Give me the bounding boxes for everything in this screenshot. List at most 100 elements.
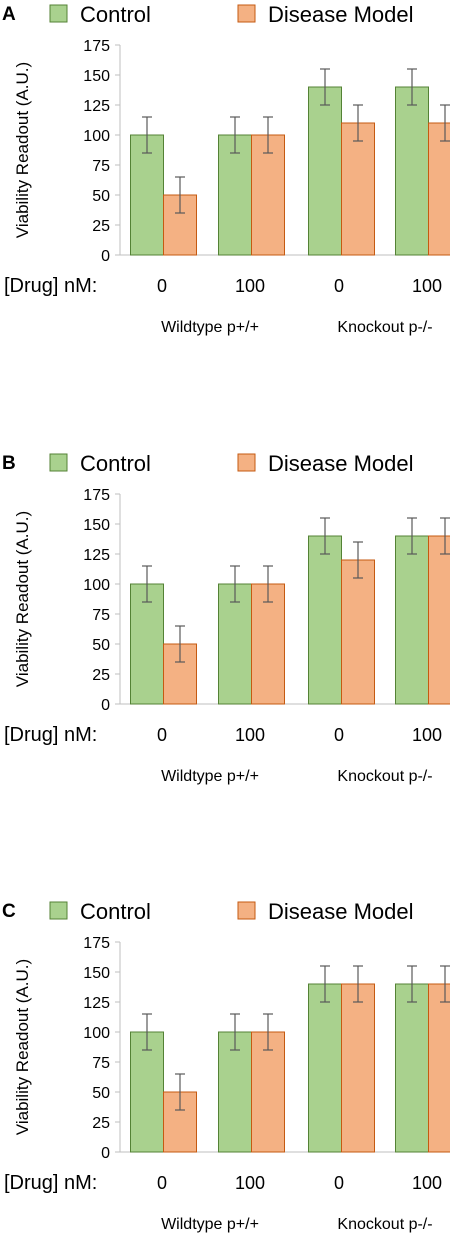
error-bar xyxy=(263,565,273,603)
y-tick-label: 50 xyxy=(92,637,110,654)
bar-disease-model-2 xyxy=(251,583,285,705)
x-category-label: 100 xyxy=(412,1173,442,1193)
legend-swatch-control xyxy=(49,453,68,472)
bar-disease-model-2 xyxy=(251,1031,285,1153)
y-axis-title: Viability Readout (A.U.) xyxy=(13,959,32,1135)
bar-disease-model-4 xyxy=(428,983,450,1153)
y-tick-label: 125 xyxy=(83,995,110,1012)
panel-letter: A xyxy=(2,4,16,25)
chart-panel-c: C Control Disease Model 0 25 50 75 100 125 150 175… xyxy=(2,899,450,1233)
y-tick-label: 100 xyxy=(83,128,110,145)
legend-swatch-control xyxy=(49,901,68,920)
x-category-label: 100 xyxy=(235,725,265,745)
group-label: Wildtype p+/+ xyxy=(161,319,259,336)
x-category-label: 0 xyxy=(157,725,167,745)
group-label: Wildtype p+/+ xyxy=(161,1216,259,1233)
y-tick-label: 50 xyxy=(92,188,110,205)
x-category-label: 0 xyxy=(157,1173,167,1193)
bar-disease-model-4 xyxy=(428,535,450,705)
bar-control-3 xyxy=(308,535,342,705)
y-tick-label: 0 xyxy=(101,248,110,265)
error-bar xyxy=(175,625,185,663)
x-category-label: 100 xyxy=(412,276,442,296)
y-tick-label: 75 xyxy=(92,607,110,624)
y-axis-title: Viability Readout (A.U.) xyxy=(13,62,32,238)
y-tick-label: 150 xyxy=(83,68,110,85)
y-tick-label: 125 xyxy=(83,98,110,115)
group-label: Knockout p-/- xyxy=(337,768,432,785)
y-tick-label: 150 xyxy=(83,517,110,534)
legend-label: Disease Model xyxy=(268,451,414,476)
y-tick-label: 75 xyxy=(92,158,110,175)
panel-letter: C xyxy=(2,901,16,922)
y-tick-label: 0 xyxy=(101,697,110,714)
error-bar xyxy=(407,965,417,1003)
error-bar xyxy=(175,176,185,214)
error-bar xyxy=(353,541,363,579)
y-axis-title: Viability Readout (A.U.) xyxy=(13,511,32,687)
legend-label: Control xyxy=(80,899,151,924)
y-tick-label: 100 xyxy=(83,1025,110,1042)
x-category-label: 100 xyxy=(235,276,265,296)
error-bar xyxy=(230,116,240,154)
x-category-label: 100 xyxy=(412,725,442,745)
y-tick-label: 175 xyxy=(83,487,110,504)
y-tick-label: 25 xyxy=(92,218,110,235)
error-bar xyxy=(353,104,363,142)
bar-disease-model-3 xyxy=(341,983,375,1153)
x-category-label: 0 xyxy=(334,1173,344,1193)
y-tick-label: 0 xyxy=(101,1145,110,1162)
x-category-label: 0 xyxy=(157,276,167,296)
error-bar xyxy=(263,116,273,154)
bar-control-1 xyxy=(130,1031,164,1153)
drug-axis-label: [Drug] nM: xyxy=(4,724,97,746)
error-bar xyxy=(142,1013,152,1051)
y-tick-label: 125 xyxy=(83,547,110,564)
bar-control-4 xyxy=(395,86,429,256)
legend-label: Control xyxy=(80,451,151,476)
bar-control-3 xyxy=(308,86,342,256)
error-bar xyxy=(353,965,363,1003)
error-bar xyxy=(142,116,152,154)
bar-control-4 xyxy=(395,983,429,1153)
y-tick-label: 25 xyxy=(92,1115,110,1132)
legend-swatch-disease-model xyxy=(237,453,256,472)
x-category-label: 100 xyxy=(235,1173,265,1193)
error-bar xyxy=(407,68,417,106)
error-bar xyxy=(320,965,330,1003)
error-bar xyxy=(320,68,330,106)
error-bar xyxy=(440,965,450,1003)
bar-disease-model-3 xyxy=(341,122,375,256)
group-label: Knockout p-/- xyxy=(337,1216,432,1233)
chart-panel-a: A Control Disease Model 0 25 50 75 100 125 150 175… xyxy=(2,2,450,336)
drug-axis-label: [Drug] nM: xyxy=(4,275,97,297)
bar-disease-model-1 xyxy=(163,194,197,256)
error-bar xyxy=(230,565,240,603)
bar-control-2 xyxy=(218,134,252,256)
error-bar xyxy=(440,517,450,555)
error-bar xyxy=(230,1013,240,1051)
error-bar xyxy=(320,517,330,555)
error-bar xyxy=(142,565,152,603)
x-category-label: 0 xyxy=(334,725,344,745)
y-tick-label: 175 xyxy=(83,935,110,952)
bar-disease-model-2 xyxy=(251,134,285,256)
error-bar xyxy=(263,1013,273,1051)
bar-control-4 xyxy=(395,535,429,705)
legend-label: Control xyxy=(80,2,151,27)
chart-panel-b: B Control Disease Model 0 25 50 75 100 125 150 175… xyxy=(2,451,450,785)
x-category-label: 0 xyxy=(334,276,344,296)
y-tick-label: 75 xyxy=(92,1055,110,1072)
legend-swatch-disease-model xyxy=(237,901,256,920)
error-bar xyxy=(407,517,417,555)
panel-letter: B xyxy=(2,453,16,474)
y-tick-label: 25 xyxy=(92,667,110,684)
group-label: Wildtype p+/+ xyxy=(161,768,259,785)
legend-swatch-disease-model xyxy=(237,4,256,23)
error-bar xyxy=(175,1073,185,1111)
y-tick-label: 100 xyxy=(83,577,110,594)
legend-swatch-control xyxy=(49,4,68,23)
error-bar xyxy=(440,104,450,142)
bar-control-3 xyxy=(308,983,342,1153)
